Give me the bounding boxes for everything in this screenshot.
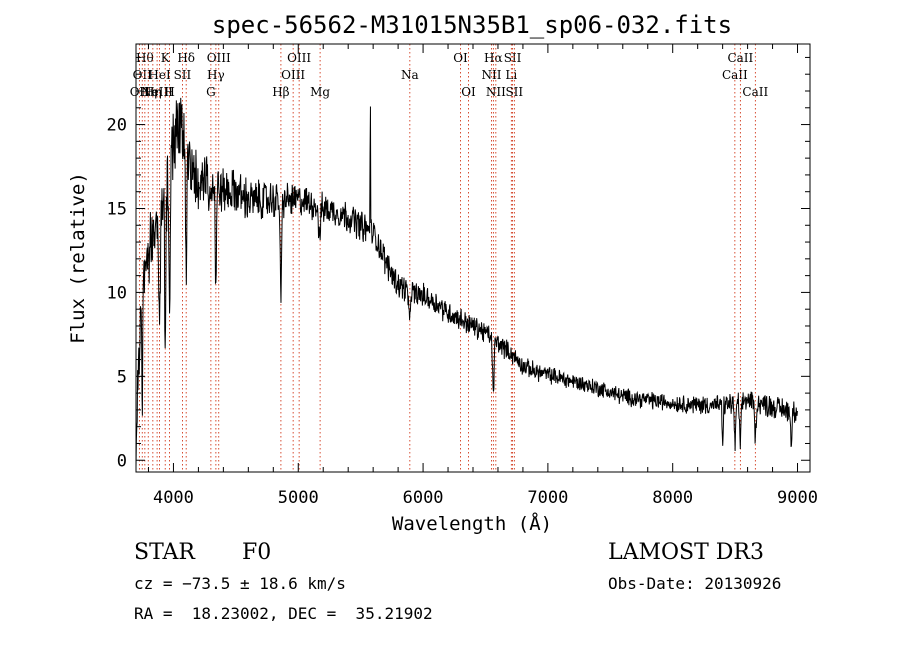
line-marker-label: Hα bbox=[484, 51, 503, 65]
y-tick-label: 15 bbox=[107, 199, 127, 219]
chart-title: spec-56562-M31015N35B1_sp06-032.fits bbox=[212, 11, 732, 39]
line-marker-label: Hγ bbox=[207, 68, 225, 82]
x-tick-label: 5000 bbox=[278, 488, 319, 508]
spectrum bbox=[135, 97, 798, 468]
obs-date: Obs-Date: 20130926 bbox=[608, 574, 782, 593]
line-marker-label: Hθ bbox=[136, 51, 154, 65]
line-marker-label: CaII bbox=[722, 68, 748, 82]
line-marker-label: OIII bbox=[287, 51, 311, 65]
line-marker-label: NII bbox=[486, 85, 506, 99]
line-marker-label: Li bbox=[505, 68, 517, 82]
object-class: STAR bbox=[134, 540, 195, 565]
line-marker-label: Na bbox=[401, 68, 419, 82]
y-tick-label: 0 bbox=[117, 451, 127, 471]
y-tick-label: 10 bbox=[107, 283, 127, 303]
x-axis-ticks: 4000 5000 6000 7000 8000 9000 bbox=[147, 44, 818, 508]
x-tick-label: 7000 bbox=[527, 488, 568, 508]
line-marker-label: HeI bbox=[148, 68, 171, 82]
line-marker-label: OIII bbox=[207, 51, 231, 65]
line-marker-label: OI bbox=[461, 85, 476, 99]
line-marker-label: G bbox=[206, 85, 216, 99]
plot-frame bbox=[135, 43, 811, 473]
y-axis-label: Flux (relative) bbox=[67, 172, 89, 344]
line-marker-label: Hβ bbox=[272, 85, 289, 99]
survey-name: LAMOST DR3 bbox=[608, 540, 764, 565]
y-axis-ticks: 0 5 10 15 20 bbox=[107, 56, 810, 471]
line-marker-label: SII bbox=[504, 51, 522, 65]
x-tick-label: 6000 bbox=[403, 488, 444, 508]
y-tick-label: 20 bbox=[107, 116, 127, 136]
line-marker-label: OIII bbox=[281, 68, 305, 82]
line-marker-label: Hδ bbox=[177, 51, 195, 65]
line-marker-label: CaII bbox=[727, 51, 753, 65]
x-tick-label: 4000 bbox=[153, 488, 194, 508]
line-marker-label: H bbox=[164, 85, 174, 99]
line-marker-label: OI bbox=[453, 51, 468, 65]
line-marker-label: CaII bbox=[742, 85, 768, 99]
line-marker-label: OII bbox=[133, 68, 153, 82]
line-marker-label: Mg bbox=[310, 85, 330, 99]
coordinates: RA = 18.23002, DEC = 35.21902 bbox=[134, 604, 433, 623]
y-tick-label: 5 bbox=[117, 367, 127, 387]
line-marker-label: SII bbox=[505, 85, 523, 99]
line-marker-label: K bbox=[161, 51, 171, 65]
line-marker-label: SII bbox=[174, 68, 192, 82]
spectrum-line bbox=[135, 97, 798, 468]
object-subclass: F0 bbox=[242, 540, 272, 565]
line-markers: OIIOIIHθHηHηNeIIIHeIKHSIIHδGHγOIIIHβOIII… bbox=[130, 44, 768, 472]
x-tick-label: 9000 bbox=[777, 488, 818, 508]
line-marker-label: OII bbox=[130, 85, 150, 99]
line-marker-label: NII bbox=[481, 68, 501, 82]
x-tick-label: 8000 bbox=[652, 488, 693, 508]
x-axis-label: Wavelength (Å) bbox=[392, 512, 552, 535]
redshift-value: cz = −73.5 ± 18.6 km/s bbox=[134, 574, 346, 593]
